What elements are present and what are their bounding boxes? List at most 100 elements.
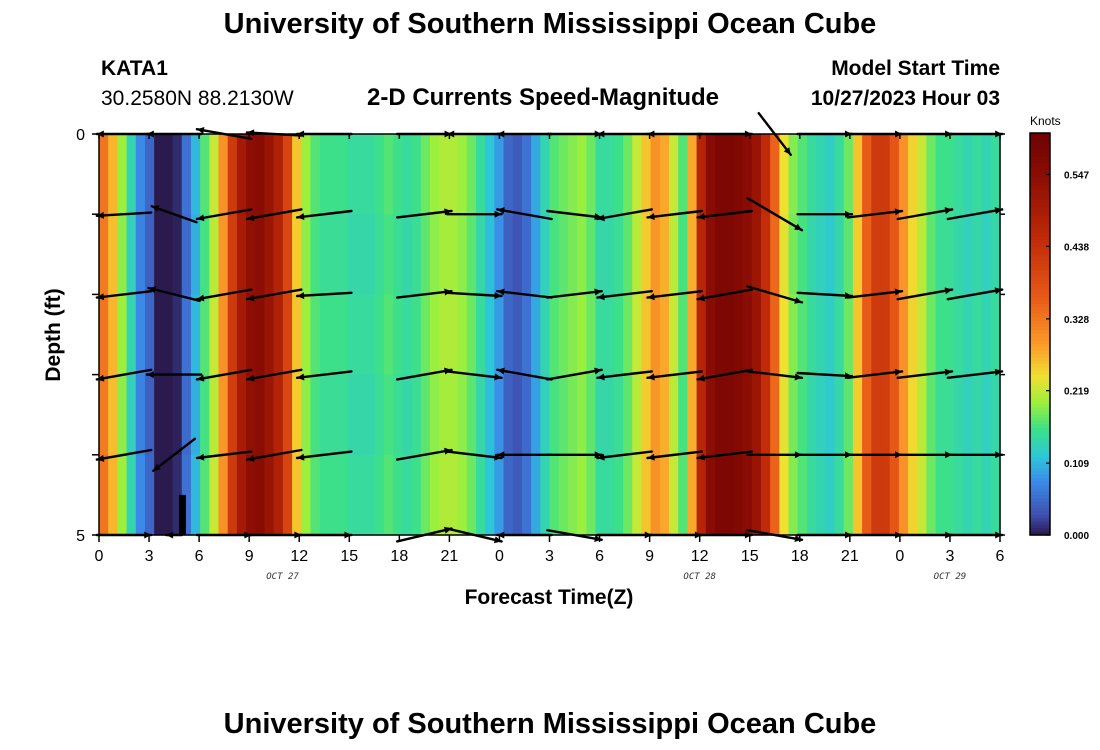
- heatmap-cell: [246, 294, 256, 376]
- heatmap-cell: [466, 454, 477, 536]
- colorbar-segment: [1030, 481, 1050, 486]
- date-label: OCT 28: [683, 572, 716, 582]
- heatmap-cell: [374, 134, 385, 215]
- current-vector: [796, 210, 854, 218]
- heatmap-cell: [889, 214, 900, 295]
- current-vector: [446, 210, 503, 218]
- colorbar-segment: [1030, 176, 1050, 181]
- heatmap-cell: [871, 374, 882, 456]
- heatmap-cell: [696, 374, 707, 456]
- heatmap-cell: [751, 294, 762, 376]
- y-tick-label: 5: [76, 528, 85, 545]
- colorbar-segment: [1030, 287, 1050, 292]
- heatmap-cell: [641, 454, 652, 536]
- colorbar-segment: [1030, 143, 1050, 147]
- colorbar-segment: [1030, 300, 1050, 305]
- heatmap-cell: [871, 134, 882, 215]
- heatmap-cell: [154, 374, 164, 456]
- heatmap-cell: [494, 294, 505, 376]
- heatmap-cell: [880, 134, 891, 215]
- heatmap-cell: [678, 454, 688, 536]
- current-vector: [696, 288, 754, 302]
- heatmap-cell: [558, 134, 569, 215]
- heatmap-cell: [144, 294, 155, 376]
- colorbar-segment: [1030, 491, 1050, 496]
- heatmap-cell: [687, 134, 698, 215]
- heatmap-cell: [181, 374, 192, 456]
- colorbar-segment: [1030, 471, 1050, 476]
- current-vector: [896, 368, 954, 379]
- heatmap-cell: [852, 454, 863, 536]
- heatmap-cell: [365, 454, 376, 536]
- colorbar-segment: [1030, 193, 1050, 198]
- heatmap-cell: [246, 454, 256, 536]
- colorbar-segment: [1030, 478, 1050, 482]
- current-vector: [295, 291, 353, 300]
- current-vector: [295, 209, 353, 221]
- heatmap-cell: [751, 134, 762, 215]
- heatmap-cell: [623, 294, 633, 376]
- colorbar-segment: [1030, 139, 1050, 144]
- colorbar-segment: [1030, 246, 1050, 251]
- heatmap-cell: [567, 214, 578, 295]
- heatmap-cell: [577, 134, 587, 215]
- colorbar-segment: [1030, 380, 1050, 385]
- heatmap-cell: [549, 294, 560, 376]
- heatmap-cell: [365, 134, 376, 215]
- heatmap-cell: [641, 294, 652, 376]
- current-vector: [846, 288, 904, 299]
- heatmap-cell: [273, 374, 284, 456]
- heatmap-cell: [209, 214, 220, 295]
- heatmap-cell: [944, 294, 955, 376]
- heatmap-cell: [384, 374, 394, 456]
- heatmap-cell: [623, 134, 633, 215]
- heatmap-cell: [935, 134, 946, 215]
- heatmap-cell: [917, 374, 928, 456]
- heatmap-cell: [236, 134, 247, 215]
- heatmap-cell: [190, 214, 201, 295]
- current-vector: [95, 211, 153, 219]
- heatmap-cell: [457, 294, 468, 376]
- heatmap-cell: [549, 134, 560, 215]
- colorbar-segment: [1030, 337, 1050, 342]
- heatmap-cell: [926, 214, 937, 295]
- heatmap-cell: [108, 454, 118, 536]
- heatmap-cell: [384, 294, 394, 376]
- current-vector: [646, 370, 704, 381]
- heatmap-cell: [200, 294, 210, 376]
- x-tick-label: 0: [495, 548, 504, 565]
- current-vector: [496, 451, 553, 459]
- heatmap-cell: [503, 294, 514, 376]
- heatmap-cell: [586, 134, 597, 215]
- heatmap-cell: [328, 454, 339, 536]
- heatmap-cell: [862, 214, 872, 295]
- heatmap-cell: [439, 454, 449, 536]
- heatmap-cell: [898, 374, 909, 456]
- heatmap-cell: [374, 294, 385, 376]
- heatmap-cell: [338, 374, 348, 456]
- heatmap-cell: [429, 134, 440, 215]
- heatmap-cell: [521, 454, 532, 536]
- station-id: KATA1: [101, 57, 168, 80]
- x-tick-label: 3: [945, 548, 954, 565]
- colorbar-segment: [1030, 159, 1050, 164]
- colorbar-segment: [1030, 427, 1050, 432]
- heatmap-cell: [402, 214, 413, 295]
- colorbar-segment: [1030, 514, 1050, 519]
- colorbar-segment: [1030, 404, 1050, 409]
- current-vector: [95, 290, 153, 301]
- heatmap-cell: [632, 374, 643, 456]
- heatmap-cell: [908, 294, 918, 376]
- heatmap-cell: [393, 134, 403, 215]
- y-axis-label: Depth (ft): [42, 288, 65, 381]
- colorbar-segment: [1030, 297, 1050, 302]
- heatmap-cell: [282, 134, 293, 215]
- heatmap-cell: [319, 374, 330, 456]
- colorbar-segment: [1030, 357, 1050, 362]
- heatmap-cell: [678, 374, 688, 456]
- heatmap-cell: [816, 294, 826, 376]
- colorbar-segment: [1030, 474, 1050, 479]
- heatmap-cell: [567, 374, 578, 456]
- heatmap-cell: [751, 214, 762, 295]
- current-vector: [696, 209, 754, 221]
